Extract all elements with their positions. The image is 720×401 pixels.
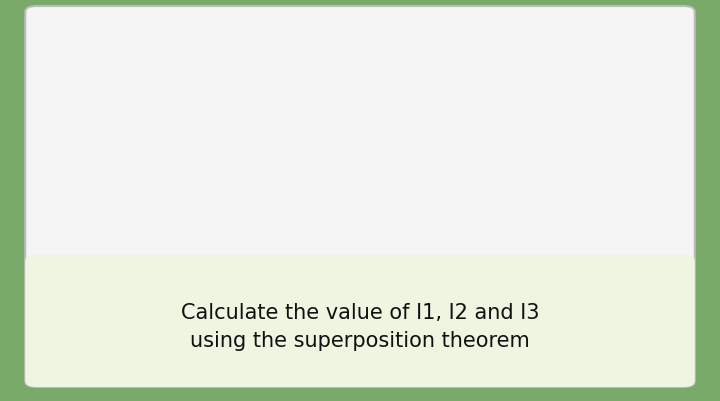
Text: I₁: I₁ (158, 36, 168, 51)
Bar (347, 138, 373, 176)
Text: C30Ω: C30Ω (355, 143, 365, 171)
Circle shape (141, 54, 192, 80)
Text: 5 V: 5 V (148, 162, 168, 174)
Circle shape (528, 54, 579, 80)
Text: I₂: I₂ (552, 36, 562, 51)
Bar (204, 61, 243, 73)
Bar (444, 61, 487, 73)
Text: A: A (549, 60, 558, 73)
Text: A: A (355, 94, 365, 107)
Text: I₃: I₃ (319, 94, 328, 108)
Text: 82Ω: 82Ω (213, 62, 235, 72)
Text: 9 V: 9 V (632, 162, 652, 174)
Text: 100Ω: 100Ω (452, 62, 480, 72)
Text: Calculate the value of I1, I2 and I3
using the superposition theorem: Calculate the value of I1, I2 and I3 usi… (181, 303, 539, 351)
Circle shape (335, 88, 385, 114)
Text: A: A (162, 60, 171, 73)
